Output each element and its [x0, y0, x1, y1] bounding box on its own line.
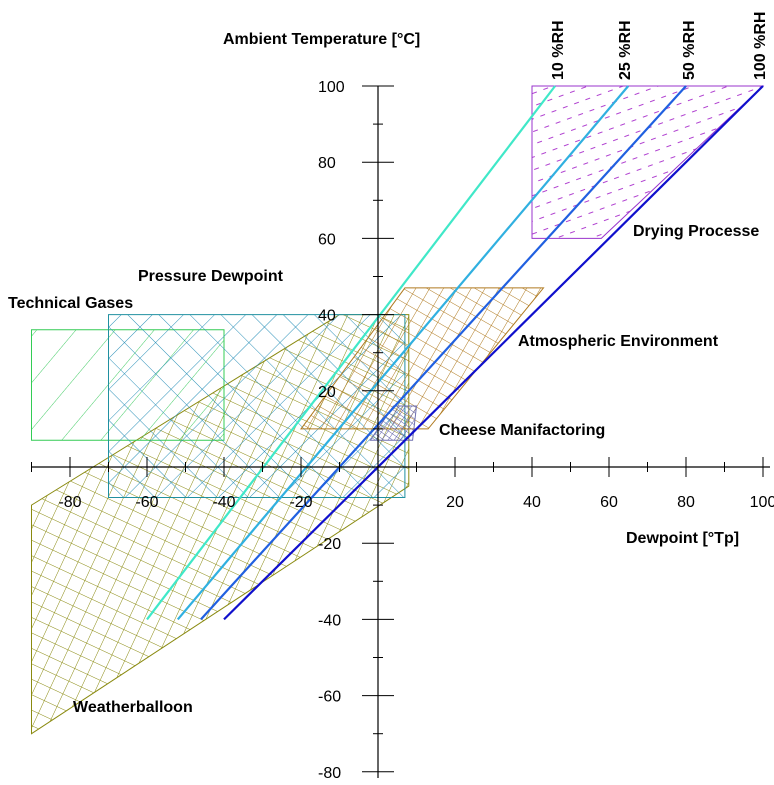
axes: -80 -60 -40 -20 20 40 60 80 100 100 80 60 40 20 -20 -40…: [31, 79, 774, 782]
x-tick-label: -20: [289, 494, 312, 511]
rh-line-50rh: [200, 85, 687, 621]
x-tick-label: -60: [135, 494, 158, 511]
region-drying-processe: [531, 85, 765, 239]
region-label-technical-gases: Technical Gases: [8, 295, 133, 312]
region-label-atmospheric: Atmospheric Environment: [518, 333, 719, 350]
relative-humidity-lines: [146, 85, 764, 621]
y-tick-label: 100: [318, 79, 345, 96]
region-label-drying: Drying Processe: [633, 223, 759, 240]
y-tick-label: 20: [318, 384, 336, 401]
rh-100-label: 100 %RH: [752, 12, 769, 80]
rh-line-100rh: [223, 85, 764, 621]
x-tick-label: 60: [600, 494, 618, 511]
region-label-cheese: Cheese Manifactoring: [439, 422, 605, 439]
x-axis-title: Dewpoint [°Tp]: [626, 530, 739, 547]
x-tick-label: -80: [58, 494, 81, 511]
y-tick-label: -20: [318, 536, 341, 553]
x-tick-label: 20: [446, 494, 464, 511]
y-tick-label: 60: [318, 231, 336, 248]
application-regions: [31, 85, 765, 735]
rh-line-25rh: [176, 85, 630, 621]
y-tick-label: 80: [318, 155, 336, 172]
x-tick-label: 40: [523, 494, 541, 511]
x-tick-label: 100: [750, 494, 774, 511]
rh-line-10rh: [146, 85, 556, 621]
rh-25-label: 25 %RH: [617, 20, 634, 80]
rh-10-label: 10 %RH: [550, 20, 567, 80]
y-tick-label: -40: [318, 612, 341, 629]
rh-50-label: 50 %RH: [681, 20, 698, 80]
y-tick-label: 40: [318, 308, 336, 325]
y-tick-label: -80: [318, 765, 341, 782]
region-label-pressure-dewpoint: Pressure Dewpoint: [138, 268, 284, 285]
y-axis-title: Ambient Temperature [°C]: [223, 31, 420, 48]
y-tick-label: -60: [318, 689, 341, 706]
x-tick-label: -40: [212, 494, 235, 511]
x-tick-label: 80: [677, 494, 695, 511]
region-label-weatherballoon: Weatherballoon: [73, 699, 193, 716]
